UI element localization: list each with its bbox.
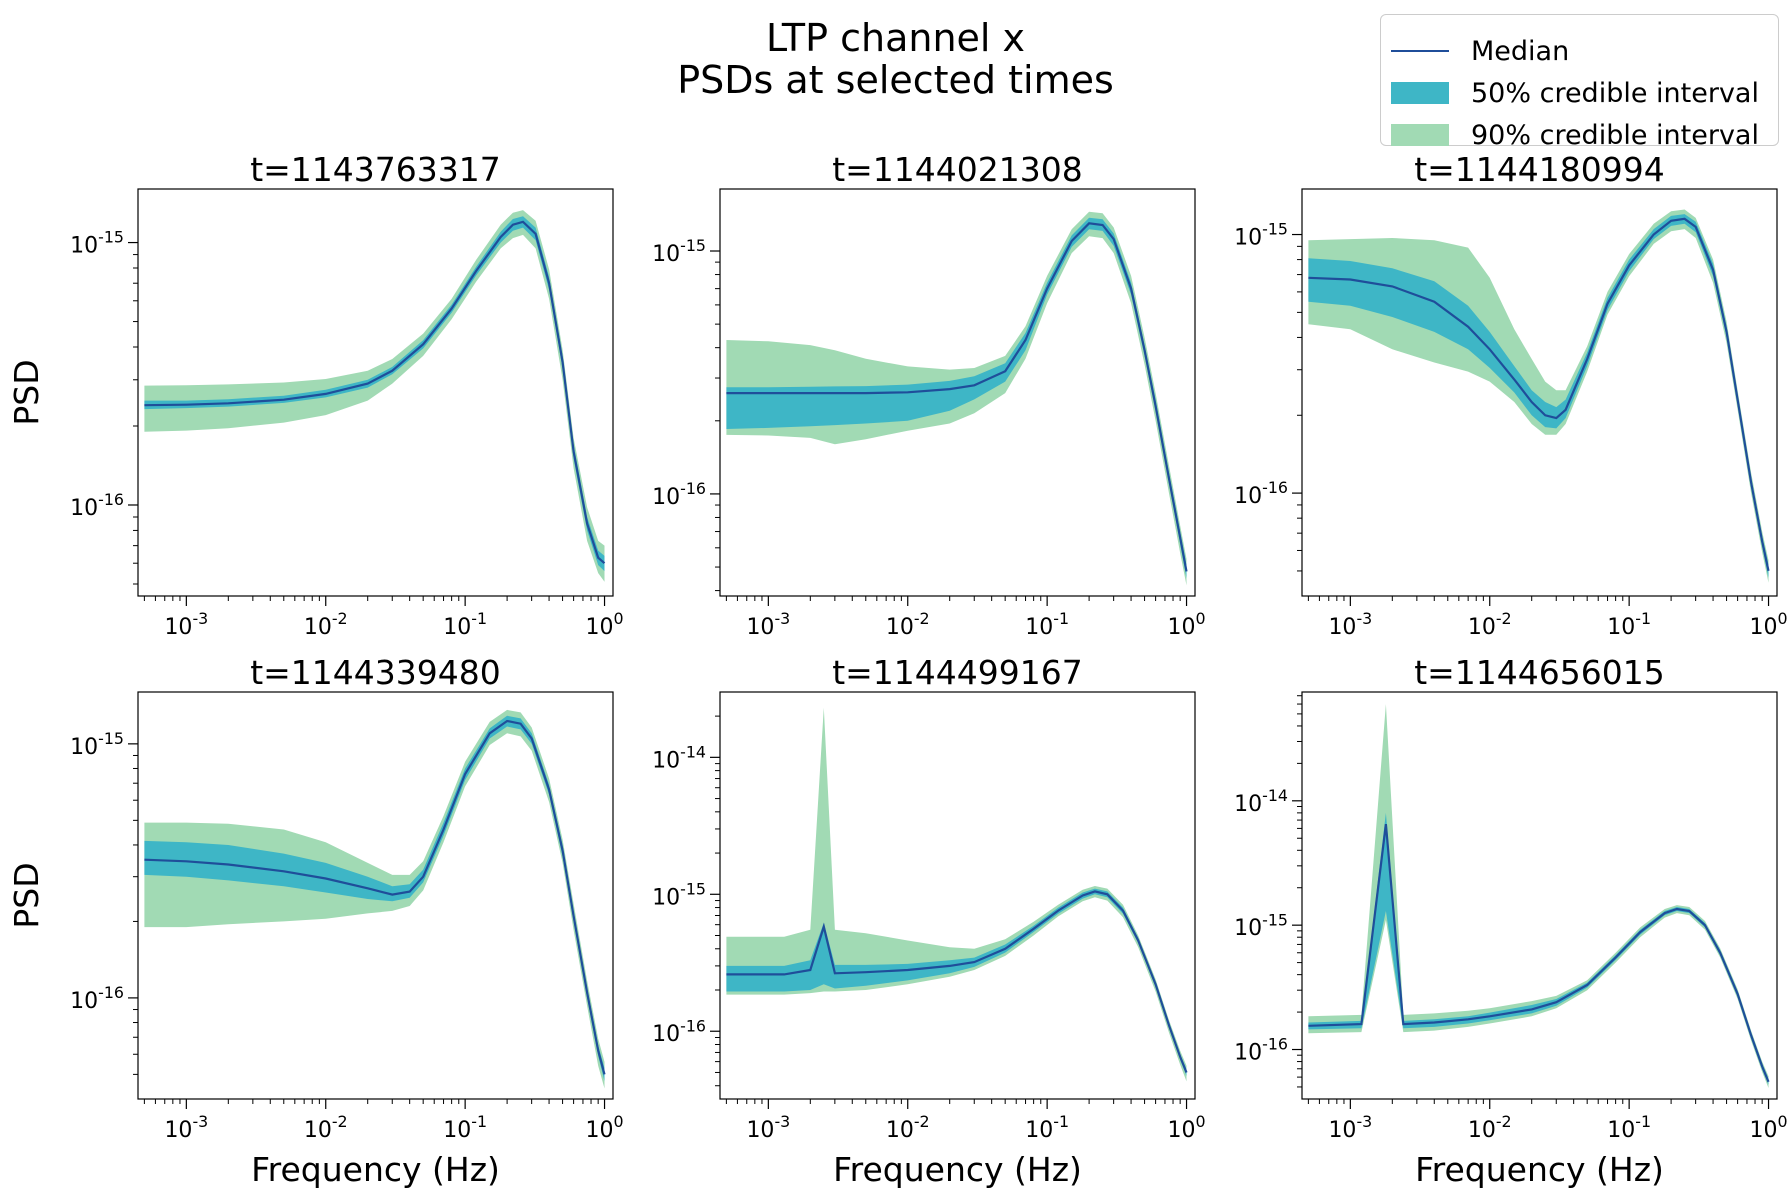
x-tick-label: 10-3 bbox=[746, 1112, 790, 1143]
panel-title: t=1144499167 bbox=[832, 653, 1083, 692]
x-tick-label: 10-2 bbox=[886, 1112, 930, 1143]
plot-area bbox=[144, 210, 606, 582]
x-tick-label: 10-1 bbox=[443, 1112, 487, 1143]
y-tick-label: 10-16 bbox=[652, 1016, 706, 1047]
x-tick-label: 10-3 bbox=[164, 609, 208, 640]
y-axis-label: PSD bbox=[7, 359, 46, 425]
y-tick-label: 10-15 bbox=[652, 879, 706, 910]
x-tick-label: 100 bbox=[1749, 609, 1787, 640]
x-axis-label: Frequency (Hz) bbox=[833, 1150, 1082, 1189]
y-tick-label: 10-15 bbox=[70, 729, 124, 760]
y-tick-label: 10-15 bbox=[1234, 910, 1288, 941]
x-axis-label: Frequency (Hz) bbox=[1415, 1150, 1664, 1189]
plot-area bbox=[1308, 704, 1770, 1088]
axes-frame bbox=[1301, 188, 1778, 597]
legend-median-swatch bbox=[1391, 40, 1449, 62]
plot-area bbox=[726, 707, 1188, 1082]
plot-area bbox=[726, 211, 1188, 586]
legend-entry-median: Median bbox=[1391, 31, 1569, 71]
ci90-band bbox=[144, 210, 605, 582]
legend-ci90-label: 90% credible interval bbox=[1471, 119, 1759, 151]
x-tick-label: 100 bbox=[1167, 609, 1205, 640]
y-tick-label: 10-15 bbox=[652, 236, 706, 267]
panel-2: 10-3 10-2 10-1 100 10-16 10-15 t=1144021308 bbox=[652, 150, 1205, 640]
y-tick-label: 10-15 bbox=[70, 228, 124, 259]
y-tick-label: 10-14 bbox=[1234, 786, 1288, 817]
x-tick-label: 10-3 bbox=[164, 1112, 208, 1143]
ci50-band bbox=[1308, 214, 1769, 578]
x-tick-label: 10-3 bbox=[1328, 1112, 1372, 1143]
panel-title: t=1143763317 bbox=[250, 150, 501, 189]
x-tick-label: 10-3 bbox=[746, 609, 790, 640]
legend-ci90-swatch bbox=[1391, 124, 1449, 146]
axes-frame bbox=[719, 188, 1196, 597]
legend-ci50-label: 50% credible interval bbox=[1471, 77, 1759, 109]
legend-entry-ci50: 50% credible interval bbox=[1391, 73, 1759, 113]
y-tick-label: 10-16 bbox=[1234, 478, 1288, 509]
median-line bbox=[1308, 217, 1770, 572]
panel-title: t=1144339480 bbox=[250, 653, 501, 692]
y-tick-label: 10-16 bbox=[70, 490, 124, 521]
panel-4: 10-3 10-2 10-1 100 10-16 10-15 t=1144339480 Fre… bbox=[7, 653, 624, 1189]
median-line bbox=[144, 719, 606, 1075]
x-tick-label: 10-2 bbox=[304, 609, 348, 640]
plot-area bbox=[144, 709, 606, 1089]
median-line bbox=[144, 220, 606, 565]
legend-entry-ci90: 90% credible interval bbox=[1391, 115, 1759, 155]
panel-title: t=1144656015 bbox=[1414, 653, 1665, 692]
x-tick-label: 10-1 bbox=[1025, 609, 1069, 640]
ci50-band bbox=[144, 715, 605, 1082]
legend-median-label: Median bbox=[1471, 35, 1570, 67]
ci50-band bbox=[726, 888, 1187, 1077]
median-line bbox=[726, 222, 1188, 572]
ci90-band bbox=[726, 707, 1187, 1082]
panel-5: 10-3 10-2 10-1 100 10-16 10-15 10-14 t=11444991… bbox=[652, 653, 1205, 1189]
axes-frame bbox=[137, 691, 614, 1100]
y-tick-label: 10-15 bbox=[1234, 220, 1288, 251]
panel-1: 10-3 10-2 10-1 100 10-16 10-15 t=1143763317 PSD bbox=[7, 150, 624, 640]
median-line bbox=[726, 890, 1188, 1073]
x-tick-label: 10-2 bbox=[1468, 609, 1512, 640]
axes-frame bbox=[719, 691, 1196, 1100]
panel-title: t=1144021308 bbox=[832, 150, 1083, 189]
panel-3: 10-3 10-2 10-1 100 10-16 10-15 t=1144180994 bbox=[1234, 150, 1787, 640]
x-axis-label: Frequency (Hz) bbox=[251, 1150, 500, 1189]
figure-title-line1: LTP channel x bbox=[765, 16, 1026, 60]
y-tick-label: 10-16 bbox=[1234, 1035, 1288, 1066]
panel-6: 10-3 10-2 10-1 100 10-16 10-15 10-14 t=11446560… bbox=[1234, 653, 1787, 1189]
axes-frame bbox=[137, 188, 614, 597]
x-tick-label: 10-2 bbox=[304, 1112, 348, 1143]
x-tick-label: 10-2 bbox=[886, 609, 930, 640]
x-tick-label: 100 bbox=[585, 1112, 623, 1143]
y-tick-label: 10-14 bbox=[652, 742, 706, 773]
x-tick-label: 100 bbox=[1749, 1112, 1787, 1143]
x-tick-label: 10-1 bbox=[1607, 609, 1651, 640]
ci50-band bbox=[726, 217, 1187, 579]
legend: Median 50% credible interval 90% credibl… bbox=[1380, 14, 1779, 151]
legend-ci50-swatch bbox=[1391, 82, 1449, 104]
median-line bbox=[1308, 823, 1770, 1083]
y-tick-label: 10-16 bbox=[652, 479, 706, 510]
panel-title: t=1144180994 bbox=[1414, 150, 1665, 189]
x-tick-label: 10-1 bbox=[443, 609, 487, 640]
x-tick-label: 10-1 bbox=[1607, 1112, 1651, 1143]
x-tick-label: 100 bbox=[1167, 1112, 1205, 1143]
y-axis-label: PSD bbox=[7, 862, 46, 928]
y-tick-label: 10-16 bbox=[70, 983, 124, 1014]
x-tick-label: 10-2 bbox=[1468, 1112, 1512, 1143]
x-tick-label: 100 bbox=[585, 609, 623, 640]
plot-area bbox=[1308, 209, 1770, 583]
x-tick-label: 10-1 bbox=[1025, 1112, 1069, 1143]
x-tick-label: 10-3 bbox=[1328, 609, 1372, 640]
figure-title-line2: PSDs at selected times bbox=[677, 58, 1114, 102]
axes-frame bbox=[1301, 691, 1778, 1100]
